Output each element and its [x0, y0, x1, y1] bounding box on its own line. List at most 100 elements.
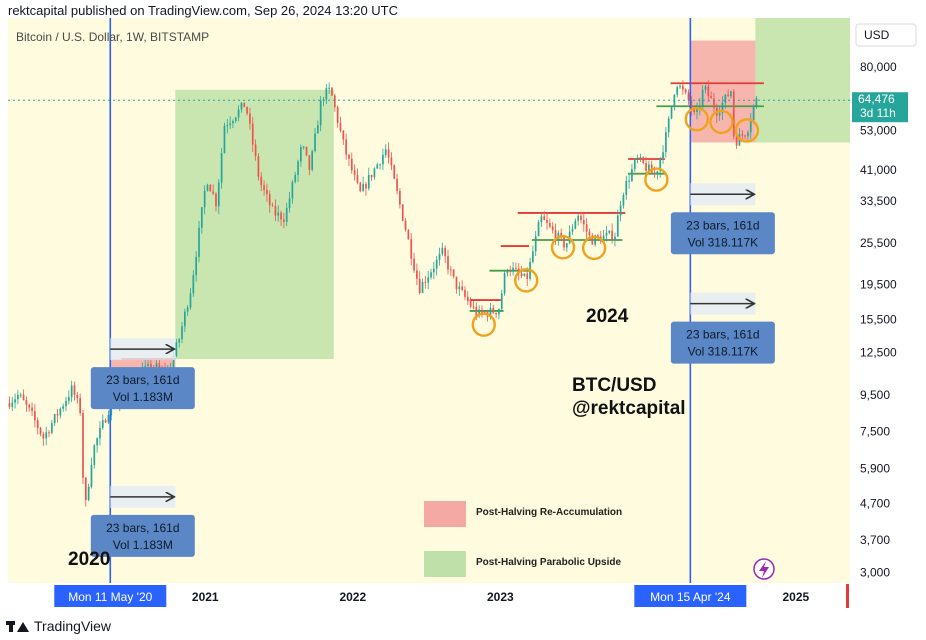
candle-body — [735, 136, 738, 146]
measure-tool-3: 23 bars, 161d Vol 318.117K — [670, 292, 775, 364]
candle — [684, 88, 687, 95]
candle-body — [404, 220, 407, 231]
candle — [107, 410, 110, 425]
candle-body — [19, 394, 22, 396]
candle — [178, 337, 181, 348]
candle — [444, 245, 447, 264]
halving-date-badge-1 — [634, 585, 747, 607]
candle-body — [393, 165, 396, 179]
price-tick-label: 4,700 — [860, 496, 890, 510]
candle-body — [240, 102, 243, 110]
retest-circle-3 — [581, 235, 607, 261]
candle-body — [724, 94, 727, 103]
currency-button[interactable]: USD — [855, 23, 917, 47]
candle — [410, 232, 413, 266]
candle-body — [588, 231, 591, 236]
retest-circle-6 — [709, 109, 734, 135]
candle — [582, 213, 585, 232]
candle — [8, 396, 11, 410]
candle-body — [656, 171, 659, 175]
candle — [571, 224, 574, 235]
candle — [379, 163, 381, 170]
candle-body — [710, 96, 712, 99]
candle — [401, 204, 404, 222]
candle-body — [602, 235, 605, 242]
candle — [639, 153, 642, 162]
price-tick-label: 5,900 — [860, 461, 890, 475]
candle-body — [469, 301, 472, 307]
candle — [707, 80, 710, 102]
candle — [427, 270, 430, 289]
candle-body — [308, 155, 311, 170]
candle-body — [25, 400, 28, 405]
candle — [240, 102, 243, 113]
candle-body — [51, 423, 53, 433]
candle-body — [65, 400, 67, 407]
candle-body — [336, 107, 339, 123]
candle-body — [690, 100, 693, 110]
candle-body — [416, 270, 418, 279]
candle — [628, 173, 630, 189]
alert-icon[interactable] — [753, 558, 775, 580]
candle-body — [183, 311, 186, 327]
candle-body — [62, 406, 65, 409]
candle — [183, 308, 186, 333]
candle — [455, 276, 458, 294]
candle — [433, 262, 435, 280]
candle-body — [727, 94, 729, 97]
candle-body — [563, 236, 565, 248]
candle-body — [348, 154, 350, 159]
candle-body — [376, 164, 379, 169]
candle-body — [540, 216, 543, 223]
candle-body — [350, 158, 353, 171]
candle — [325, 84, 328, 104]
candle-body — [367, 174, 370, 189]
candle-body — [639, 157, 642, 159]
candle-body — [633, 159, 636, 170]
candle-body — [520, 273, 523, 276]
candle — [503, 271, 506, 296]
candle-body — [17, 395, 19, 400]
candle-body — [342, 130, 345, 140]
candle — [311, 149, 314, 172]
retest-circle-5 — [684, 106, 709, 132]
candle-body — [175, 342, 178, 356]
candle — [345, 133, 347, 160]
candle — [532, 245, 534, 264]
measure-bars-label: 23 bars, 161d — [686, 328, 759, 342]
measure-bars-label: 23 bars, 161d — [106, 521, 179, 535]
candle — [608, 230, 611, 235]
candle-body — [696, 108, 698, 113]
candle — [430, 268, 432, 280]
candle-body — [42, 433, 45, 439]
candle — [747, 130, 749, 142]
candle — [636, 154, 639, 164]
price-tick-label: 12,500 — [860, 346, 897, 360]
candle — [302, 145, 305, 150]
candle-body — [172, 355, 175, 368]
candle — [721, 96, 724, 121]
candle — [416, 263, 418, 286]
candle-body — [294, 174, 297, 183]
candle — [670, 106, 673, 120]
candle-body — [181, 326, 183, 340]
candle-body — [195, 256, 198, 276]
candle-body — [713, 98, 715, 108]
candle-body — [353, 170, 356, 175]
candle — [441, 242, 444, 257]
candle-body — [605, 232, 608, 236]
svg-text:USD: USD — [864, 28, 890, 42]
candle-body — [82, 412, 84, 478]
candle-body — [679, 85, 681, 88]
candle — [342, 130, 345, 145]
candle — [478, 305, 480, 319]
annotation-handle: @rektcapital — [572, 398, 686, 419]
candle — [90, 457, 93, 489]
candle — [605, 225, 608, 242]
candle — [625, 175, 628, 200]
candle — [70, 380, 73, 403]
candle-body — [359, 182, 362, 192]
candle-body — [150, 363, 152, 371]
candle — [104, 418, 107, 423]
candle — [232, 119, 234, 128]
